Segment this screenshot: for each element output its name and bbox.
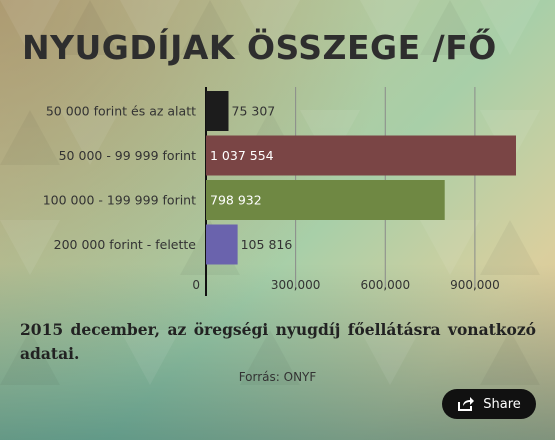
- share-label: Share: [483, 396, 521, 412]
- x-tick-label: 600,000: [360, 278, 410, 292]
- share-button[interactable]: Share: [442, 389, 536, 419]
- value-label: 1 037 554: [210, 148, 274, 163]
- category-label: 100 000 - 199 999 forint: [43, 193, 196, 208]
- x-tick-label: 0: [192, 278, 200, 292]
- bar: [206, 224, 238, 265]
- x-tick-label: 300,000: [271, 278, 321, 292]
- value-label: 75 307: [232, 104, 276, 119]
- value-label: 105 816: [241, 237, 293, 252]
- labels: 0 300,000 600,000 900,000 50 000 forint és a…: [43, 104, 500, 293]
- share-icon: [458, 397, 475, 411]
- bar-chart: 0 300,000 600,000 900,000 50 000 forint és a…: [43, 87, 516, 296]
- x-tick-label: 900,000: [450, 278, 500, 292]
- chart-caption: 2015 december, az öregségi nyugdíj főell…: [20, 320, 536, 363]
- category-label: 200 000 forint - felette: [54, 237, 197, 252]
- bar: [206, 135, 516, 176]
- category-label: 50 000 forint és az alatt: [46, 104, 196, 119]
- source-note: Forrás: ONYF: [238, 370, 317, 384]
- bar: [206, 91, 229, 131]
- category-label: 50 000 - 99 999 forint: [59, 148, 196, 163]
- value-label: 798 932: [210, 193, 262, 208]
- bars: [206, 91, 516, 265]
- bar: [206, 180, 445, 220]
- chart-title: NYUGDÍJAK ÖSSZEGE /FŐ: [22, 28, 497, 67]
